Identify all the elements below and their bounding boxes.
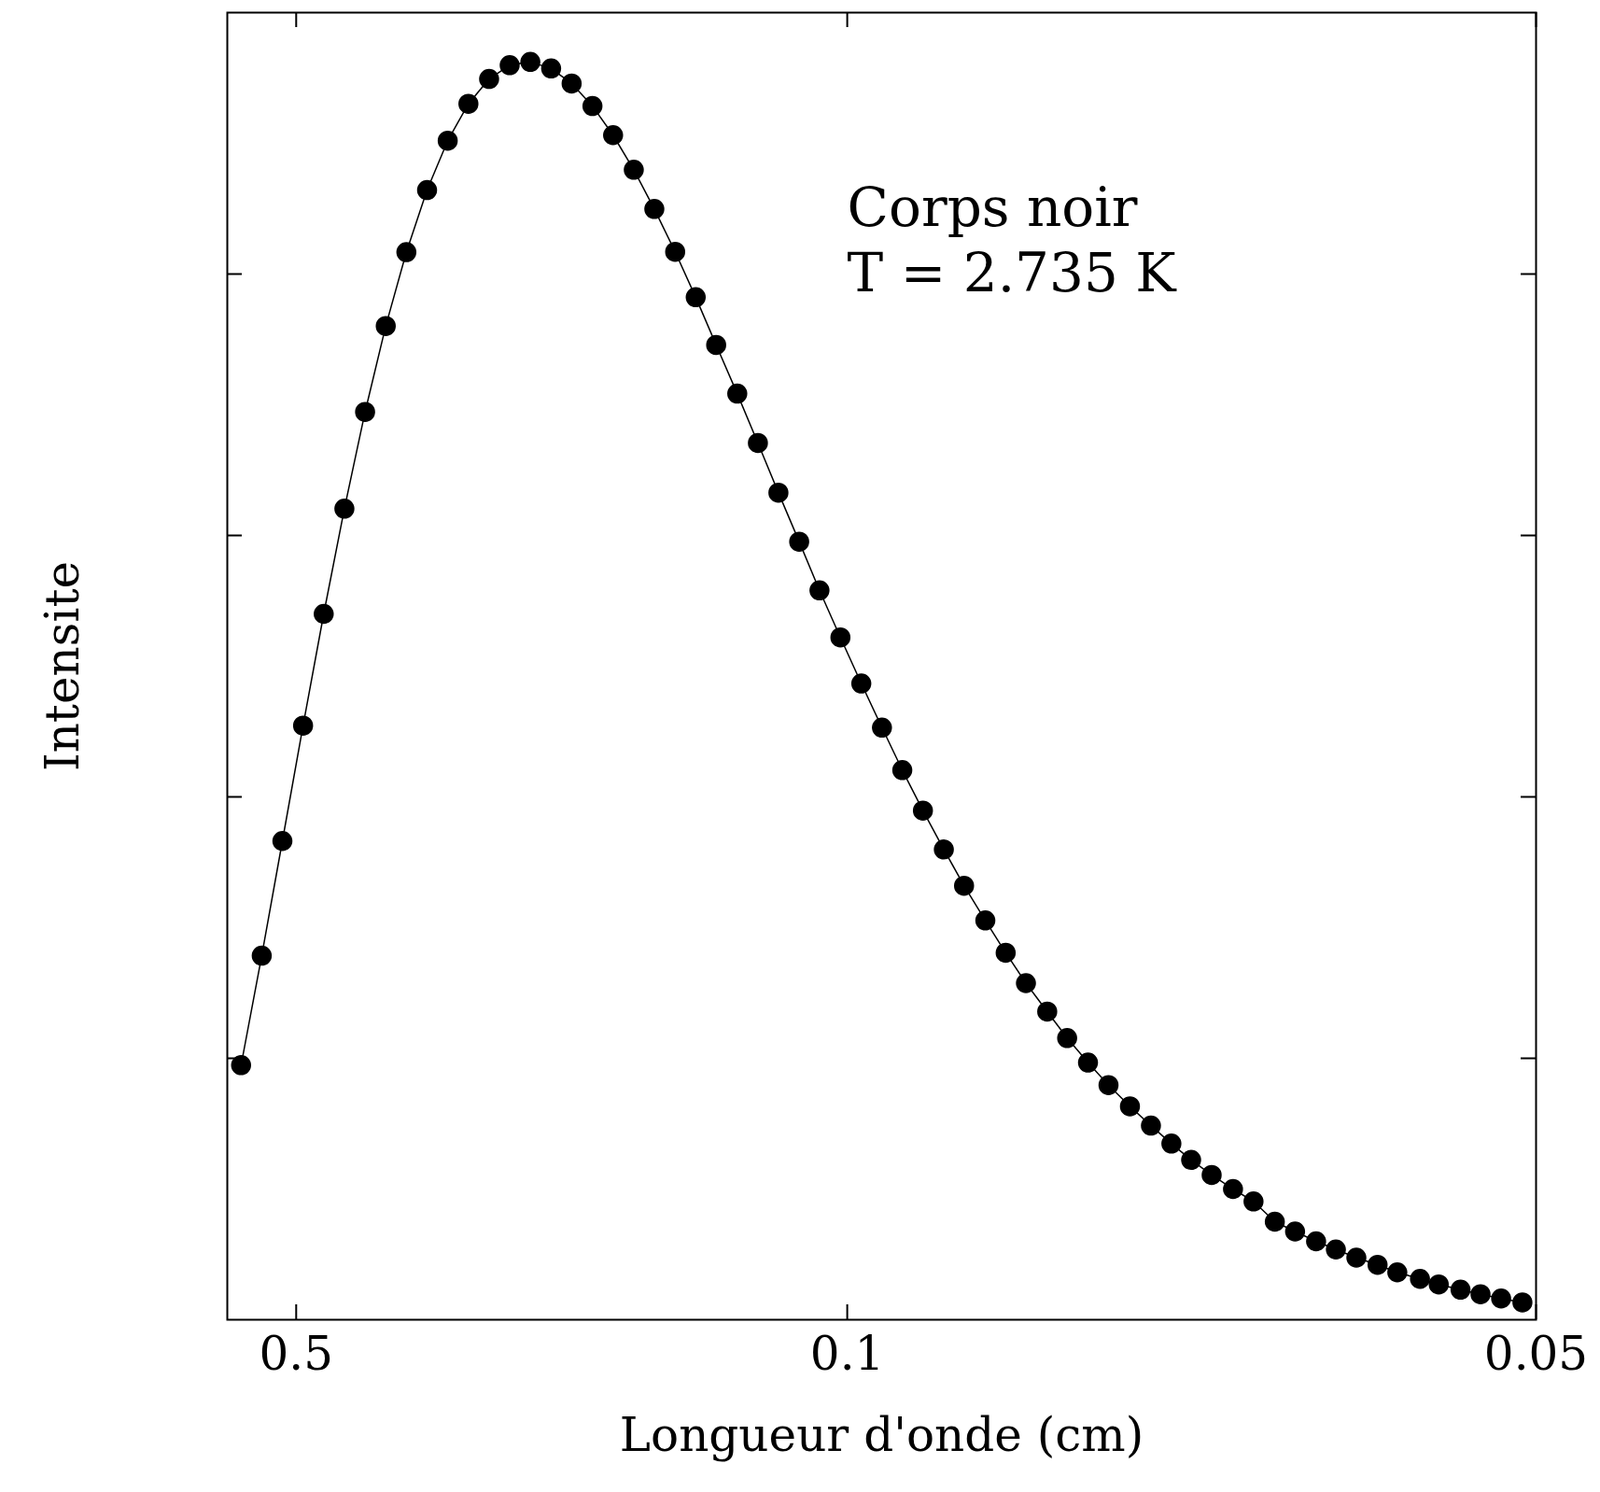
svg-text:Corps noir: Corps noir (847, 175, 1138, 239)
svg-text:0.1: 0.1 (810, 1326, 885, 1381)
svg-text:0.05: 0.05 (1484, 1326, 1588, 1381)
svg-text:Longueur d'onde (cm): Longueur d'onde (cm) (619, 1407, 1144, 1462)
svg-text:T = 2.735 K: T = 2.735 K (847, 240, 1179, 305)
svg-text:Intensite: Intensite (35, 561, 90, 772)
svg-text:0.5: 0.5 (259, 1326, 335, 1381)
